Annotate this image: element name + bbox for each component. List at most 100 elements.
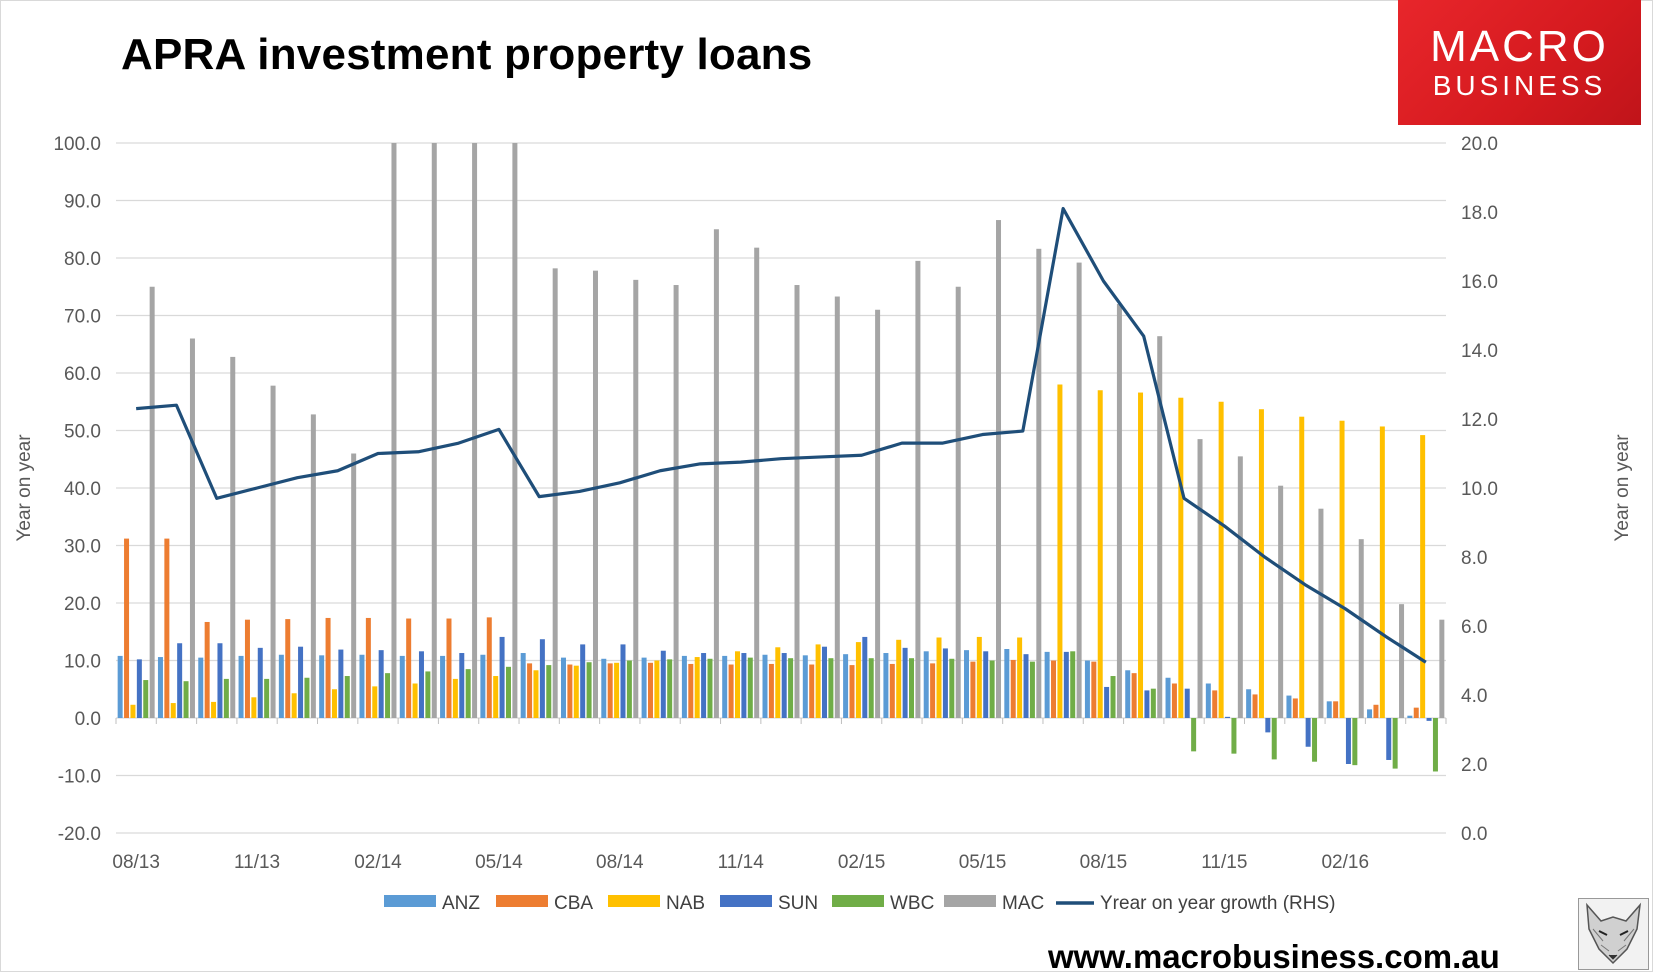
bar-sun [942, 648, 948, 718]
bar-mac [270, 385, 276, 718]
bar-nab [1097, 390, 1103, 718]
bar-cba [567, 664, 573, 718]
y-tick-label: 20.0 [64, 594, 101, 615]
bar-anz [278, 654, 284, 718]
bar-nab [976, 636, 982, 718]
bar-mac [149, 286, 155, 718]
bar-sun [781, 653, 787, 718]
bar-sun [459, 653, 465, 718]
logo-line-1: MACRO [1430, 22, 1609, 71]
y-tick-label: 90.0 [64, 192, 101, 213]
y2-tick-label: 18.0 [1461, 203, 1498, 224]
bar-wbc [1312, 718, 1318, 762]
legend-swatch-nab [608, 895, 660, 907]
bar-anz [1246, 689, 1252, 718]
bar-mac [431, 143, 437, 718]
bar-anz [883, 653, 889, 718]
bar-cba [1051, 660, 1057, 718]
y-tick-label: 50.0 [64, 422, 101, 443]
bar-sun [378, 650, 384, 718]
bar-cba [1010, 659, 1016, 718]
y-tick-label: 40.0 [64, 479, 101, 500]
bar-anz [1367, 709, 1373, 718]
bar-nab [1218, 401, 1224, 718]
bar-sun [822, 646, 828, 718]
chart-title: APRA investment property loans [121, 30, 813, 79]
bar-cba [768, 663, 774, 718]
bar-wbc [304, 677, 310, 718]
bar-sun [741, 653, 747, 718]
bar-mac [955, 286, 961, 718]
bar-sun [298, 646, 304, 718]
bar-sun [580, 644, 586, 718]
y-tick-label: 0.0 [75, 709, 101, 730]
bar-anz [198, 657, 204, 718]
x-tick-label: 02/14 [354, 852, 402, 873]
bar-nab [775, 647, 781, 718]
bar-mac [1278, 485, 1284, 718]
bar-anz [359, 654, 365, 718]
bar-nab [331, 689, 337, 718]
bar-sun [1184, 688, 1190, 718]
bar-nab [1258, 409, 1264, 718]
bar-nab [130, 704, 136, 718]
bar-anz [681, 655, 687, 718]
bar-anz [802, 655, 808, 718]
y2-tick-label: 20.0 [1461, 134, 1498, 155]
bar-wbc [465, 669, 471, 718]
y2-tick-label: 12.0 [1461, 410, 1498, 431]
bar-nab [815, 644, 821, 718]
x-tick-label: 08/13 [112, 852, 160, 873]
bar-cba [446, 618, 452, 718]
bar-nab [654, 660, 660, 718]
bar-anz [641, 657, 647, 718]
logo-line-2: BUSINESS [1432, 70, 1607, 101]
bar-wbc [788, 658, 794, 718]
x-tick-label: 11/15 [1201, 852, 1247, 873]
bar-mac [1036, 248, 1042, 719]
bar-sun [499, 636, 505, 718]
bar-cba [527, 663, 533, 718]
bar-cba [728, 664, 734, 718]
bar-wbc [626, 660, 632, 718]
x-tick-label: 08/14 [596, 852, 644, 873]
bar-cba [1171, 683, 1177, 718]
bar-mac [189, 338, 195, 718]
bar-sun [1225, 716, 1231, 718]
fox-logo-icon [1578, 898, 1649, 970]
legend-label: SUN [778, 893, 818, 914]
bar-nab [614, 662, 620, 718]
bar-nab [1178, 397, 1184, 718]
y-tick-label: 100.0 [53, 134, 101, 155]
bar-sun [1104, 686, 1110, 718]
bar-mac [1399, 604, 1405, 718]
bar-mac [391, 143, 397, 718]
bar-cba [849, 665, 855, 718]
bar-nab [573, 665, 579, 718]
bar-mac [834, 296, 840, 718]
bar-mac [1197, 439, 1203, 718]
bar-mac [1439, 619, 1445, 718]
y2-tick-label: 16.0 [1461, 272, 1498, 293]
bar-sun [862, 636, 868, 718]
bar-wbc [1150, 688, 1156, 718]
bar-mac [875, 309, 881, 718]
bar-sun [620, 644, 626, 718]
bar-nab [452, 678, 458, 718]
bar-anz [1084, 660, 1090, 718]
bar-anz [117, 655, 123, 718]
legend-label: NAB [666, 893, 705, 914]
yoy-growth-line [136, 206, 1427, 664]
bar-sun [539, 639, 545, 718]
bar-cba [1292, 698, 1298, 718]
bar-nab [493, 676, 499, 718]
x-tick-label: 02/16 [1321, 852, 1369, 873]
bar-nab [170, 703, 176, 718]
y-tick-label: 70.0 [64, 307, 101, 328]
legend-label: MAC [1002, 893, 1044, 914]
legend-swatch-anz [384, 895, 436, 907]
bar-cba [647, 662, 653, 718]
bar-sun [338, 649, 344, 718]
bar-cba [164, 538, 170, 718]
